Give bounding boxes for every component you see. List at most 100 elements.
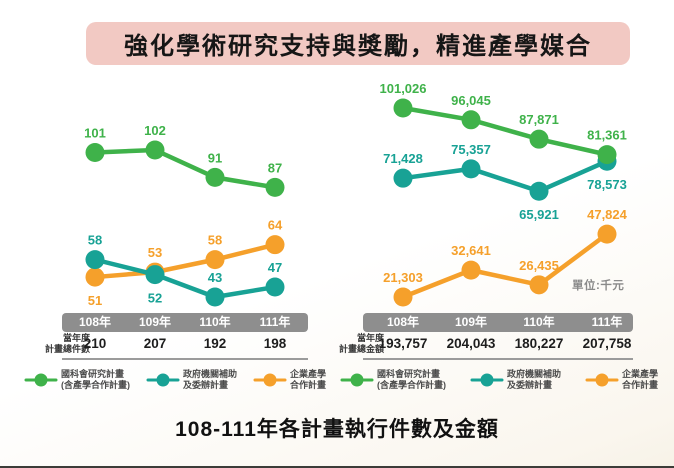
legend-amount-chart: 國科會研究計畫 (含產學合作計畫) 政府機關補助 及委辦計畫 企業產學 合作計畫 [340,369,658,391]
series-line-teal [92,257,278,300]
data-point-orange [597,224,617,244]
data-point-label: 52 [148,291,162,306]
data-point-label: 47,824 [587,207,628,222]
data-point-green [205,167,225,187]
page-bottom-edge [0,466,674,468]
data-point-green [461,110,481,130]
data-point-label: 53 [148,245,162,260]
count-line-chart-plot: 101 102 91 87 58 52 43 47 51 53 58 64 [84,123,285,308]
x-axis-label: 109年 [454,315,488,329]
data-point-orange [461,260,481,280]
legend-count-chart: 國科會研究計畫 (含產學合作計畫) 政府機關補助 及委辦計畫 企業產學 合作計畫 [24,369,326,391]
data-point-orange [393,287,413,307]
x-axis-label: 108年 [386,315,420,329]
totals-row-label: 當年度 計畫總件數 [44,333,90,354]
legend-item: 政府機關補助 及委辦計畫 [146,369,237,391]
legend-item: 企業產學 合作計畫 [585,369,658,391]
data-point-label: 21,303 [383,270,423,285]
legend-item: 國科會研究計畫 (含產學合作計畫) [340,369,446,391]
amount-line-chart-plot: 101,026 96,045 87,871 81,361 71,428 75,357 65,… [380,81,628,307]
data-point-teal [145,265,165,285]
total-value: 204,043 [446,336,496,351]
x-axis-bar [62,313,308,332]
data-point-green [145,140,165,160]
data-point-teal [85,250,105,270]
total-value: 207 [143,336,167,351]
legend-label: 政府機關補助 及委辦計畫 [506,369,561,390]
legend-marker-icon [253,373,287,387]
data-point-label: 87 [268,160,282,175]
data-point-teal [529,181,549,201]
total-value: 198 [263,336,287,351]
legend-marker-icon [585,373,619,387]
data-point-label: 81,361 [587,128,627,143]
projects-count-chart: 101 102 91 87 58 52 43 47 51 53 58 64 當年度 計畫總件數 108… [30,85,320,365]
legend-item: 政府機關補助 及委辦計畫 [470,369,561,391]
data-point-label: 47 [268,260,282,275]
data-point-orange [529,275,549,295]
data-point-green [529,129,549,149]
legend-label: 企業產學 合作計畫 [621,369,658,390]
data-point-teal [205,287,225,307]
data-point-orange [265,235,285,255]
data-point-label: 101 [84,125,106,140]
data-point-label: 64 [268,218,283,233]
series-line-orange [92,242,278,280]
totals-underline [62,358,308,360]
data-point-label: 75,357 [451,142,491,157]
data-point-label: 91 [208,150,222,165]
data-point-green [393,98,413,118]
data-point-label: 32,641 [451,243,491,258]
legend-label: 國科會研究計畫 (含產學合作計畫) [377,369,446,390]
data-point-label: 87,871 [519,112,559,127]
data-point-teal [461,159,481,179]
total-value: 192 [203,336,227,351]
data-point-label: 102 [144,123,166,138]
series-line-green [92,147,278,190]
data-point-orange [205,250,225,270]
series-line-orange [400,231,610,300]
data-point-label: 51 [88,293,102,308]
data-point-label: 71,428 [383,151,423,166]
data-point-orange [85,267,105,287]
total-value: 180,227 [514,336,564,351]
x-axis-label: 109年 [138,315,172,329]
data-point-green [265,177,285,197]
data-point-label: 78,573 [587,177,627,192]
data-point-label: 65,921 [519,207,559,222]
data-point-green [85,142,105,162]
legend-marker-icon [340,373,374,387]
x-axis-label: 108年 [78,315,112,329]
page-title-banner: 強化學術研究支持與獎勵，精進產學媒合 [86,22,630,65]
x-axis-label: 111年 [259,315,291,329]
totals-underline [363,358,633,360]
legend-marker-icon [24,373,58,387]
data-point-teal [393,168,413,188]
data-point-label: 58 [208,233,222,248]
data-point-label: 101,026 [380,81,427,96]
data-point-label: 58 [88,233,102,248]
legend-item: 企業產學 合作計畫 [253,369,326,391]
series-line-green [400,105,610,157]
x-axis-label: 110年 [199,315,231,329]
x-axis-bar [363,313,633,332]
data-point-teal [265,277,285,297]
page-title: 強化學術研究支持與獎勵，精進產學媒合 [124,33,592,60]
legend-label: 國科會研究計畫 (含產學合作計畫) [61,369,130,390]
total-value: 193,757 [378,336,428,351]
data-point-green [597,145,617,165]
legend-marker-icon [470,373,504,387]
legend-label: 企業產學 合作計畫 [289,369,326,390]
projects-amount-chart: 101,026 96,045 87,871 81,361 71,428 75,357 65,… [339,81,640,365]
legend-marker-icon [146,373,180,387]
footer-title: 108-111年各計畫執行件數及金額 [175,418,499,441]
x-axis-label: 110年 [523,315,555,329]
total-value: 207,758 [582,336,632,351]
total-value: 210 [83,336,107,351]
totals-row-label: 當年度 計畫總金額 [338,333,384,354]
data-point-label: 26,435 [519,258,559,273]
data-point-label: 43 [208,270,222,285]
unit-label: 單位:千元 [572,280,625,292]
series-line-teal [400,158,610,194]
